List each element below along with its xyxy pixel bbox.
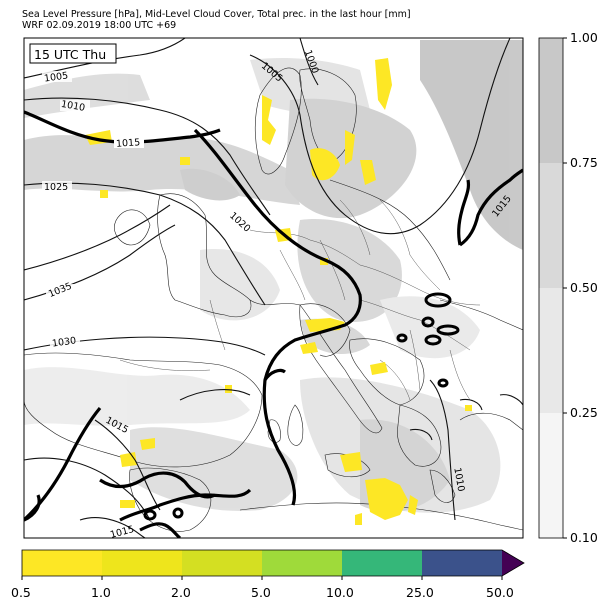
chart-title-line-1: Sea Level Pressure [hPa], Mid-Level Clou…: [22, 9, 411, 20]
country-borders: [119, 199, 481, 401]
isobars-small-rings: [143, 292, 460, 521]
chart-title-line-2: WRF 02.09.2019 18:00 UTC +69: [22, 20, 177, 31]
precip-band-25-50: [422, 550, 502, 576]
precip-band-10-25: [342, 550, 422, 576]
isobar-label-1015-south: 1015: [109, 524, 135, 541]
cloud-tick-0.10: 0.10: [570, 530, 598, 545]
isobars-1015-thick: [24, 110, 523, 538]
time-badge: 15 UTC Thu: [29, 43, 117, 64]
map-panel: 1005 1010 1015 1025 1035 1030 1020 1005 …: [24, 38, 523, 541]
precip-tick-50.0: 50.0: [486, 585, 514, 600]
isobar-label-1010: 1010: [60, 99, 86, 114]
precipitation-layer: [85, 58, 472, 525]
isobar-label-1030: 1030: [51, 335, 76, 349]
precip-tick-5.0: 5.0: [251, 585, 271, 600]
cloud-cover-layer: [24, 40, 523, 513]
cloud-tick-1.00: 1.00: [570, 30, 598, 45]
cloud-band-75-100: [539, 38, 563, 163]
isobar-label-1005: 1005: [43, 70, 68, 84]
precip-tick-0.5: 0.5: [11, 585, 31, 600]
precip-band-5-10: [262, 550, 342, 576]
precip-tick-25.0: 25.0: [406, 585, 434, 600]
precip-tick-2.0: 2.0: [171, 585, 191, 600]
cloud-tick-0.75: 0.75: [570, 155, 598, 170]
cloud-band-25-50: [539, 288, 563, 413]
time-badge-label: 15 UTC Thu: [34, 47, 106, 62]
map-frame: [23, 37, 524, 539]
isobar-label-1010-south: 1010: [451, 467, 466, 493]
precip-extend-arrow: [502, 550, 524, 576]
precip-band-2-5: [182, 550, 262, 576]
cloud-cover-colorbar: [538, 37, 567, 539]
precip-colorbar: [21, 549, 525, 580]
precip-tick-1.0: 1.0: [91, 585, 111, 600]
cloud-tick-0.25: 0.25: [570, 405, 598, 420]
precip-band-0.5-1: [22, 550, 102, 576]
isobar-label-1025: 1025: [44, 182, 68, 193]
isobar-label-1015-north: 1015: [116, 137, 141, 150]
precip-tick-10.0: 10.0: [326, 585, 354, 600]
precip-band-1-2: [102, 550, 182, 576]
cloud-tick-0.50: 0.50: [570, 280, 598, 295]
cloud-band-50-75: [539, 163, 563, 288]
cloud-band-10-25: [539, 413, 563, 538]
